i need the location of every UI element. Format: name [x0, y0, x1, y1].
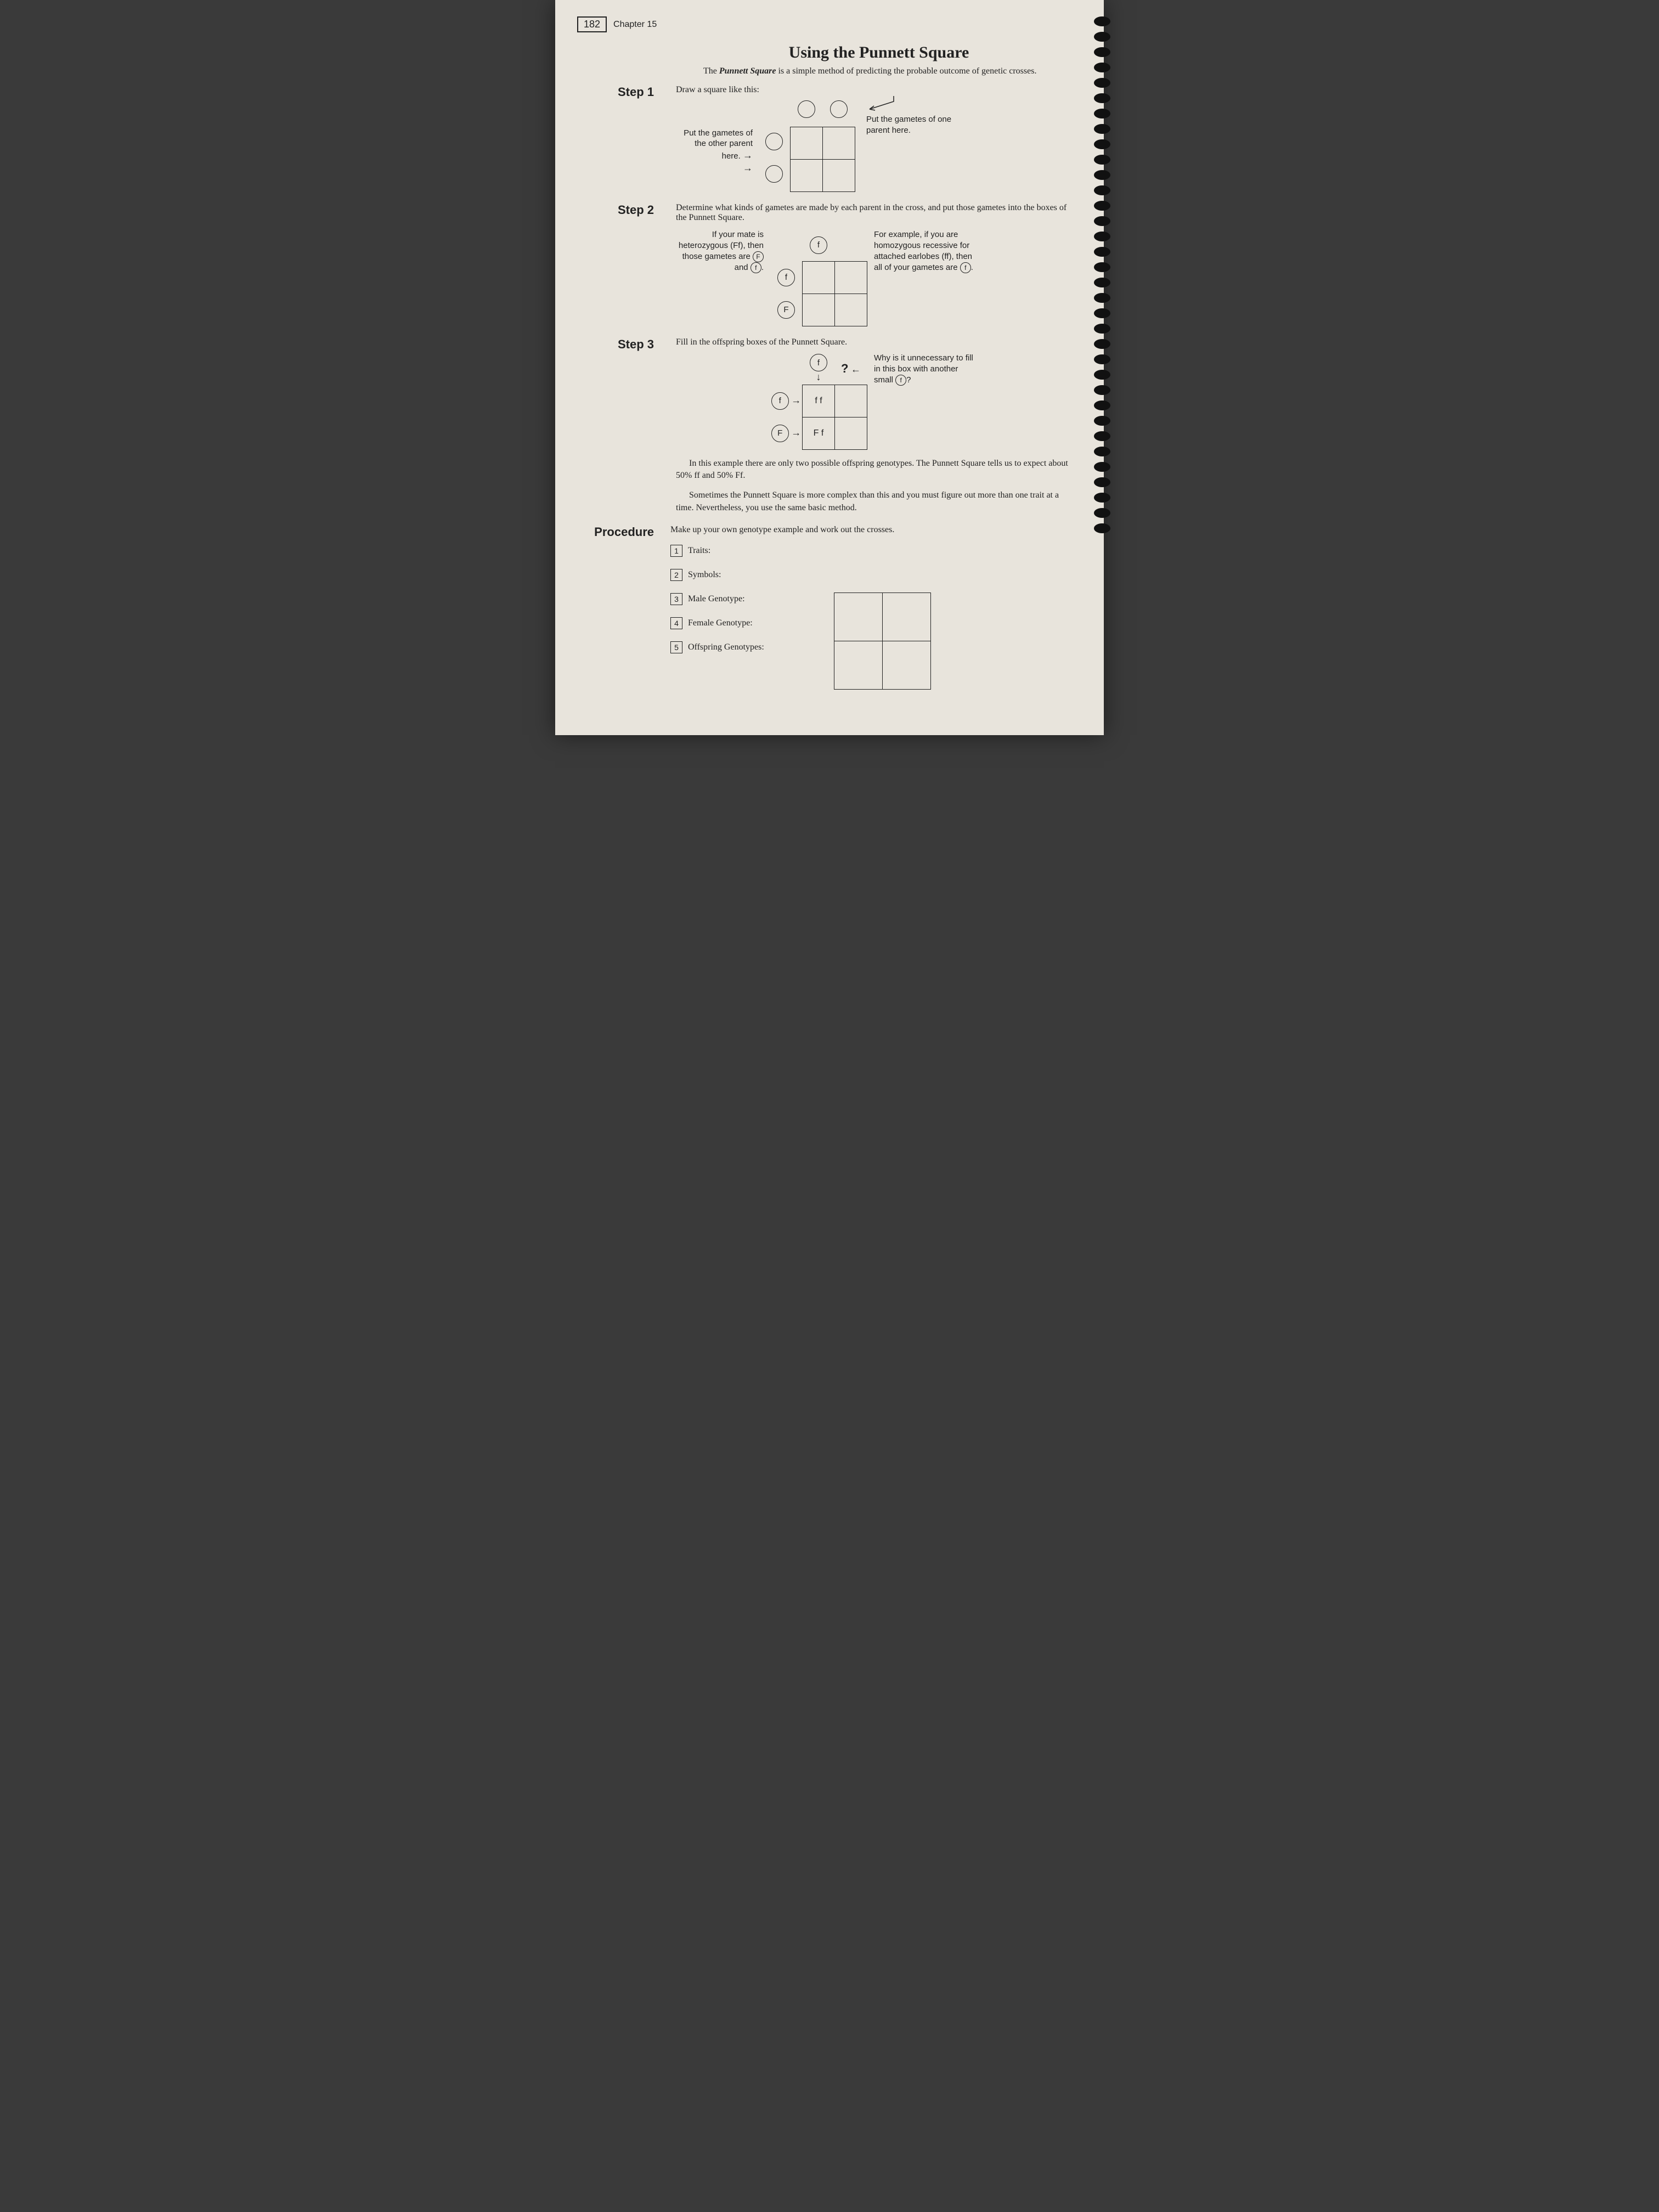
- punnett-square-step3: f↓ ? ← f → f f F → F f: [770, 353, 867, 450]
- textbook-page: 182 Chapter 15 Using the Punnett Square …: [555, 0, 1104, 735]
- allele-circle: F: [777, 301, 795, 319]
- allele-circle: F: [771, 425, 789, 442]
- arrow-right-icon: →: [743, 150, 753, 161]
- arrow-down-left-icon: [866, 95, 899, 111]
- procedure-item: 4 Female Genotype:: [670, 617, 764, 629]
- step-3-right-note: Why is it unnecessary to fill in this bo…: [874, 353, 978, 386]
- item-label: Traits:: [688, 546, 710, 556]
- arrow-left-icon: ←: [851, 364, 861, 375]
- punnett-square-worksheet[interactable]: [786, 545, 931, 690]
- allele-circle: F: [753, 251, 764, 262]
- item-number: 3: [670, 593, 682, 605]
- step-3-instruction: Fill in the offspring boxes of the Punne…: [676, 337, 1071, 347]
- allele-circle: f: [751, 262, 761, 273]
- procedure-label: Procedure: [577, 525, 654, 690]
- offspring-cell: F f: [803, 417, 835, 449]
- step-3: Step 3 Fill in the offspring boxes of th…: [577, 337, 1071, 515]
- punnett-square-blank: [758, 95, 855, 192]
- arrow-right-icon: →: [791, 427, 801, 438]
- procedure-item: 3 Male Genotype:: [670, 593, 764, 605]
- step-1-left-note: Put the gametes of the other parent here…: [676, 128, 753, 175]
- allele-circle: f: [810, 354, 827, 371]
- procedure-item: 1 Traits:: [670, 545, 764, 557]
- procedure-item: 2 Symbols:: [670, 569, 764, 581]
- step-2-instruction: Determine what kinds of gametes are made…: [676, 203, 1071, 223]
- procedure-list: 1 Traits: 2 Symbols: 3 Male Genotype: 4 Fema…: [670, 545, 764, 665]
- step-2-label: Step 2: [577, 203, 659, 326]
- arrow-right-icon: →: [791, 394, 801, 405]
- procedure-section: Procedure Make up your own genotype exam…: [577, 525, 1071, 690]
- procedure-item: 5 Offspring Genotypes:: [670, 641, 764, 653]
- step-3-label: Step 3: [577, 337, 659, 515]
- page-header: 182 Chapter 15: [577, 16, 1071, 32]
- allele-circle: f: [777, 269, 795, 286]
- text: ?: [906, 375, 911, 385]
- right-note-text: Put the gametes of one parent here.: [866, 115, 951, 135]
- item-label: Female Genotype:: [688, 618, 753, 628]
- item-number: 1: [670, 545, 682, 557]
- allele-circle: f: [771, 392, 789, 410]
- allele-circle: f: [810, 236, 827, 254]
- step-1: Step 1 Draw a square like this: Put the …: [577, 85, 1071, 192]
- intro-text: The Punnett Square is a simple method of…: [703, 65, 1071, 77]
- allele-circle: f: [960, 262, 971, 273]
- step-1-instruction: Draw a square like this:: [676, 85, 1071, 95]
- page-title: Using the Punnett Square: [687, 43, 1071, 62]
- step-2-right-note: For example, if you are homozygous reces…: [874, 229, 978, 274]
- step-3-para-2: Sometimes the Punnett Square is more com…: [676, 489, 1071, 514]
- allele-circle: f: [895, 375, 906, 386]
- item-number: 2: [670, 569, 682, 581]
- item-label: Symbols:: [688, 570, 721, 580]
- item-label: Offspring Genotypes:: [688, 642, 764, 652]
- chapter-label: Chapter 15: [613, 20, 657, 30]
- offspring-cell: f f: [803, 385, 835, 417]
- item-number: 5: [670, 641, 682, 653]
- text: .: [761, 263, 764, 272]
- step-2: Step 2 Determine what kinds of gametes a…: [577, 203, 1071, 326]
- arrow-down-icon: ↓: [816, 371, 821, 382]
- text: and: [735, 263, 751, 272]
- step-3-para-1: In this example there are only two possi…: [676, 458, 1071, 482]
- item-label: Male Genotype:: [688, 594, 745, 604]
- text: .: [971, 263, 973, 272]
- arrow-right-icon: →: [743, 162, 753, 173]
- text: Why is it unnecessary to fill in this bo…: [874, 353, 973, 385]
- text: For example, if you are homozygous reces…: [874, 230, 972, 273]
- page-number: 182: [577, 16, 607, 32]
- step-1-label: Step 1: [577, 85, 659, 192]
- spiral-binding: [1094, 0, 1114, 735]
- punnett-square-step2: f f F: [770, 229, 867, 326]
- procedure-instruction: Make up your own genotype example and wo…: [670, 525, 1071, 535]
- step-2-left-note: If your mate is heterozygous (Ff), then …: [676, 229, 764, 274]
- text: If your mate is heterozygous (Ff), then …: [679, 230, 764, 262]
- item-number: 4: [670, 617, 682, 629]
- question-mark: ?: [841, 362, 848, 375]
- step-1-right-note: Put the gametes of one parent here.: [866, 95, 960, 136]
